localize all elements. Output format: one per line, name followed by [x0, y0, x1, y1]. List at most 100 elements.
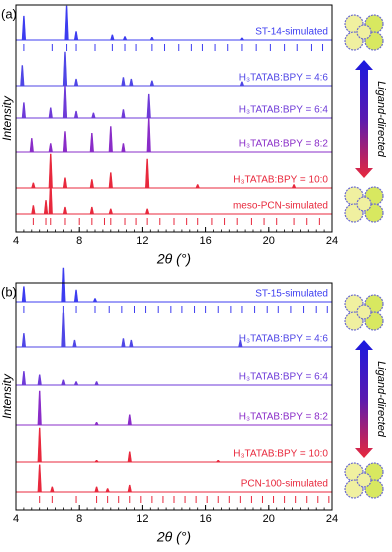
- peak: [61, 267, 66, 303]
- structure-ball: [356, 196, 372, 212]
- peak: [145, 208, 150, 215]
- peak: [94, 460, 99, 463]
- series-label: H₃TATAB:BPY = 10:0: [233, 449, 328, 460]
- series-label: H₃TATAB:BPY = 6:4: [239, 105, 329, 116]
- x-tick-label: 8: [76, 235, 82, 247]
- x-axis-label: 2θ (°): [156, 251, 191, 267]
- x-tick-label: 20: [263, 513, 275, 525]
- direction-arrow: [355, 340, 373, 458]
- x-tick-label: 16: [199, 235, 211, 247]
- peak: [64, 5, 69, 41]
- peak: [50, 486, 55, 493]
- peak: [37, 464, 42, 493]
- peak: [92, 298, 98, 303]
- structure-ball: [344, 479, 364, 499]
- peak: [48, 107, 53, 119]
- side-label: Ligand-directed: [375, 361, 387, 438]
- peak: [48, 153, 53, 189]
- peak: [122, 36, 128, 41]
- x-tick-label: 24: [326, 235, 338, 247]
- peak: [21, 15, 26, 41]
- peak: [48, 179, 53, 215]
- panel-label: (b): [1, 284, 17, 299]
- peak: [89, 206, 94, 215]
- peak: [216, 460, 221, 463]
- peak: [239, 81, 245, 87]
- peak: [21, 371, 26, 386]
- y-axis-label: Intensity: [0, 373, 14, 419]
- peak: [238, 339, 243, 348]
- peak: [31, 182, 36, 189]
- peak: [121, 338, 126, 348]
- structure-ball: [356, 304, 372, 320]
- peak: [21, 286, 26, 303]
- x-tick-label: 8: [76, 513, 82, 525]
- x-tick-label: 20: [263, 235, 275, 247]
- peak: [94, 486, 99, 493]
- structure-image: [344, 294, 384, 331]
- peak: [108, 208, 113, 215]
- peak: [94, 381, 99, 386]
- peak: [292, 184, 297, 189]
- peak: [62, 85, 68, 119]
- peak: [37, 374, 42, 386]
- peak: [127, 414, 132, 426]
- structure-image: [344, 186, 384, 223]
- x-tick-label: 4: [13, 235, 19, 247]
- structure-image: [344, 14, 384, 51]
- x-tick-label: 4: [13, 513, 19, 525]
- x-tick-label: 12: [136, 235, 148, 247]
- series-label: H₃TATAB:BPY = 4:6: [239, 73, 329, 84]
- peak: [72, 339, 77, 348]
- peak: [48, 143, 53, 153]
- peak: [105, 488, 110, 493]
- peak: [129, 78, 134, 87]
- peak: [61, 312, 66, 348]
- peak: [149, 36, 154, 41]
- series-label: ST-14-simulated: [255, 27, 328, 38]
- y-axis-label: Intensity: [0, 95, 14, 141]
- peak: [73, 110, 79, 119]
- panel-label: (a): [1, 6, 17, 21]
- x-tick-label: 16: [199, 513, 211, 525]
- x-axis-label: 2θ (°): [156, 529, 191, 545]
- peak: [43, 200, 49, 215]
- structure-ball: [356, 24, 372, 40]
- series-label: meso-PCN-simulated: [233, 201, 328, 212]
- series-label: PCN-100-simulated: [241, 479, 328, 490]
- peak: [29, 138, 34, 153]
- peak: [94, 421, 99, 426]
- peak: [62, 131, 68, 153]
- side-label: Ligand-directed: [375, 81, 387, 158]
- structure-image: [344, 462, 384, 499]
- peak: [37, 390, 42, 426]
- x-tick-label: 24: [326, 513, 338, 525]
- peak: [146, 117, 151, 153]
- peak: [145, 158, 150, 189]
- peak: [110, 34, 115, 41]
- peak: [21, 333, 26, 348]
- peak: [108, 126, 113, 153]
- series-label: ST-15-simulated: [255, 289, 328, 300]
- peak: [121, 109, 126, 119]
- direction-arrow: [355, 60, 373, 178]
- peak: [62, 51, 68, 87]
- peak: [129, 339, 134, 348]
- peak: [31, 205, 36, 215]
- peak: [108, 172, 113, 189]
- peak: [149, 80, 154, 87]
- peak: [73, 289, 79, 303]
- peak: [195, 184, 200, 189]
- peak: [89, 179, 94, 189]
- series-label: H₃TATAB:BPY = 10:0: [233, 175, 328, 186]
- peak: [73, 31, 79, 41]
- x-tick-label: 12: [136, 513, 148, 525]
- structure-ball: [344, 311, 364, 331]
- series-label: H₃TATAB:BPY = 6:4: [239, 372, 329, 383]
- peak: [146, 93, 151, 119]
- peak: [73, 78, 79, 87]
- peak: [127, 484, 132, 493]
- peak: [20, 65, 25, 87]
- peak: [21, 102, 26, 119]
